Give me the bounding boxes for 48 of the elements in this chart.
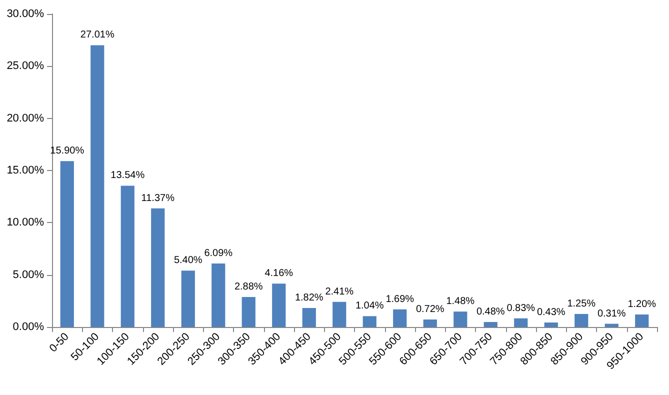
y-tick-label: 10.00% bbox=[6, 216, 44, 229]
bar bbox=[151, 208, 165, 327]
data-label: 4.16% bbox=[264, 268, 294, 280]
data-label: 1.82% bbox=[294, 292, 324, 304]
x-tick-label: 0-50 bbox=[47, 330, 72, 355]
bar bbox=[60, 161, 74, 327]
data-label: 15.90% bbox=[50, 146, 84, 157]
bar bbox=[514, 318, 528, 327]
data-label: 2.88% bbox=[234, 281, 263, 292]
data-label: 1.04% bbox=[355, 300, 384, 312]
data-label: 13.54% bbox=[110, 170, 145, 182]
data-label: 1.48% bbox=[446, 296, 475, 308]
bar bbox=[120, 186, 134, 327]
y-tick-label: 20.00% bbox=[6, 112, 44, 124]
y-tick-label: 5.00% bbox=[12, 268, 44, 281]
data-label: 0.72% bbox=[416, 304, 444, 315]
data-label: 5.40% bbox=[174, 255, 202, 266]
bar bbox=[212, 263, 226, 327]
bar bbox=[544, 322, 558, 327]
data-label: 1.25% bbox=[567, 298, 596, 310]
data-label: 0.48% bbox=[476, 306, 505, 318]
data-label: 2.41% bbox=[325, 286, 354, 298]
bar bbox=[604, 324, 618, 327]
bar bbox=[454, 312, 468, 327]
bar bbox=[635, 314, 649, 327]
data-label: 1.20% bbox=[628, 298, 656, 310]
bar bbox=[332, 302, 346, 327]
bar bbox=[302, 308, 316, 327]
data-label: 0.83% bbox=[506, 302, 536, 314]
data-label: 11.37% bbox=[141, 192, 175, 204]
y-tick-label: 25.00% bbox=[6, 60, 44, 72]
data-label: 0.43% bbox=[536, 307, 566, 318]
bar bbox=[272, 284, 286, 327]
y-tick-label: 0.00% bbox=[12, 321, 44, 333]
data-label: 0.31% bbox=[597, 308, 626, 320]
bar bbox=[484, 322, 498, 327]
y-tick-label: 15.00% bbox=[6, 164, 44, 176]
bar bbox=[90, 45, 104, 327]
bar bbox=[181, 270, 195, 327]
data-label: 27.01% bbox=[80, 30, 114, 41]
bar bbox=[362, 316, 376, 327]
bar bbox=[242, 296, 256, 327]
y-tick-label: 30.00% bbox=[6, 8, 44, 20]
data-label: 6.09% bbox=[204, 248, 233, 259]
bar bbox=[574, 314, 588, 327]
bar bbox=[423, 319, 437, 327]
data-label: 1.69% bbox=[386, 294, 414, 305]
bar bbox=[393, 309, 407, 327]
